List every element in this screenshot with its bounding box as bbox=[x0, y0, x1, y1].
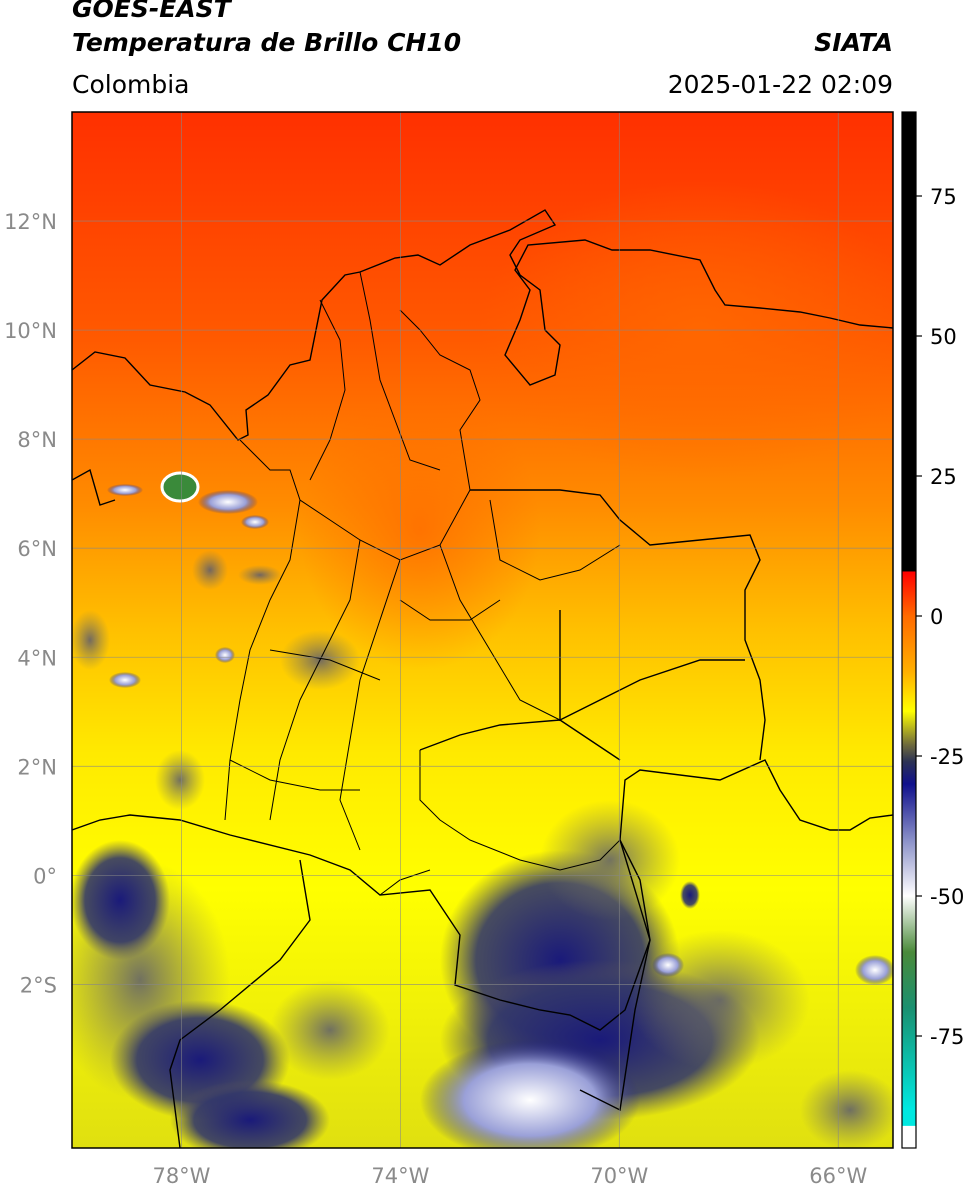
lon-tick-label: 70°W bbox=[590, 1164, 648, 1188]
lon-tick-label: 74°W bbox=[371, 1164, 429, 1188]
lat-tick-label: 6°N bbox=[17, 537, 57, 561]
colorbar-tick-label: 50 bbox=[930, 325, 957, 349]
country-borders bbox=[72, 209, 893, 1148]
lat-tick-label: 2°N bbox=[17, 755, 57, 779]
colorbar-scale bbox=[901, 111, 917, 1149]
colorbar: 75 50 25 0 -25 -50 -75 bbox=[901, 111, 964, 1149]
lat-tick-label: 4°N bbox=[17, 646, 57, 670]
organization-label: SIATA bbox=[814, 28, 893, 57]
lon-tick-label: 66°W bbox=[809, 1164, 867, 1188]
datetime-label: 2025-01-22 02:09 bbox=[667, 70, 893, 99]
colorbar-tick-label: -25 bbox=[930, 745, 964, 769]
lat-tick-label: 0° bbox=[33, 864, 57, 888]
lon-tick-label: 78°W bbox=[152, 1164, 210, 1188]
colorbar-tick-label: 0 bbox=[930, 605, 943, 629]
temperature-field bbox=[72, 112, 893, 1148]
colorbar-tick-label: -75 bbox=[930, 1025, 964, 1049]
satellite-title: GOES-EAST bbox=[72, 0, 231, 23]
map-frame bbox=[71, 111, 894, 1149]
lat-tick-label: 10°N bbox=[4, 319, 57, 343]
lat-tick-label: 8°N bbox=[17, 428, 57, 452]
longitude-labels: 78°W 74°W 70°W 66°W bbox=[152, 1164, 867, 1188]
latitude-labels: 12°N 10°N 8°N 6°N 4°N 2°N 0° 2°S bbox=[4, 210, 57, 997]
lat-tick-label: 2°S bbox=[20, 973, 57, 997]
colorbar-tick-label: -50 bbox=[930, 885, 964, 909]
lat-tick-label: 12°N bbox=[4, 210, 57, 234]
region-label: Colombia bbox=[72, 70, 190, 99]
colorbar-tick-label: 75 bbox=[930, 185, 957, 209]
colorbar-tick-label: 25 bbox=[930, 465, 957, 489]
product-title: Temperatura de Brillo CH10 bbox=[72, 28, 462, 57]
gridlines bbox=[72, 112, 893, 1148]
